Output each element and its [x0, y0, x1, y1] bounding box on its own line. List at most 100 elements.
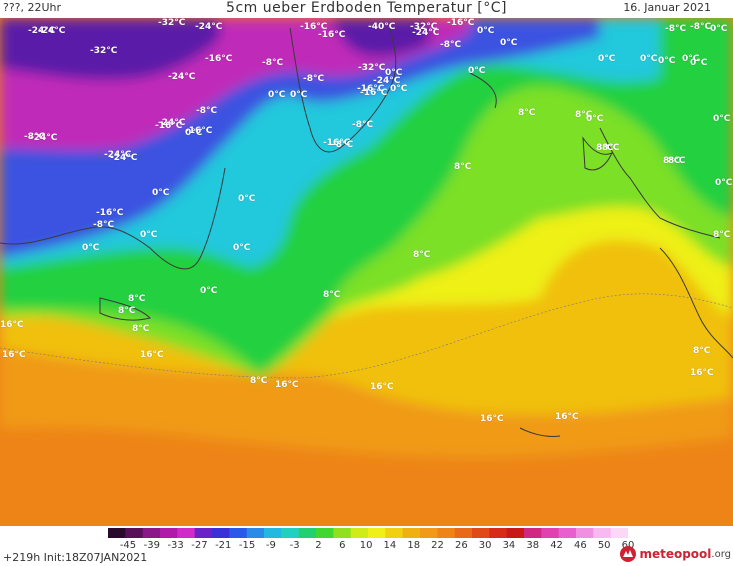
color-scale-swatch: [506, 528, 525, 538]
temperature-label: 8°C: [668, 156, 686, 166]
color-scale-swatch: [368, 528, 386, 538]
temperature-label: -24°C: [168, 72, 196, 82]
temperature-label: -16°C: [205, 54, 233, 64]
color-scale-tick: 46: [574, 540, 587, 551]
color-scale-tick: 50: [597, 540, 611, 551]
iberia-coast: [659, 247, 733, 359]
temperature-label: 0°C: [598, 54, 616, 64]
temperature-label: -8°C: [665, 24, 687, 34]
color-scale-swatch: [316, 528, 334, 538]
color-scale-swatch: [610, 528, 628, 538]
zone-deep-purple-greenland: [330, 18, 430, 57]
color-scale-tick: 18: [407, 540, 421, 551]
color-scale-swatch: [142, 528, 161, 538]
temperature-label: 0°C: [468, 66, 486, 76]
temperature-label: 16°C: [140, 350, 164, 360]
color-scale-tick: 26: [454, 540, 468, 551]
color-scale-swatch: [264, 528, 282, 538]
color-scale-tick: -9: [265, 540, 276, 551]
color-scale-tick: 30: [478, 540, 492, 551]
temperature-label: -24°C: [195, 22, 223, 32]
color-scale-tick: 2: [315, 540, 322, 551]
temperature-label: 16°C: [370, 382, 394, 392]
temperature-label: 0°C: [385, 68, 403, 78]
color-scale-swatch: [298, 528, 317, 538]
map-title: 5cm ueber Erdboden Temperatur [°C]: [226, 0, 507, 16]
temperature-label: 0°C: [477, 26, 495, 36]
temperature-label: -16°C: [155, 121, 183, 131]
greenland-coast: [289, 27, 397, 153]
color-scale-tick: 34: [502, 540, 516, 551]
temperature-label: -24°C: [373, 76, 401, 86]
color-scale-swatch: [420, 528, 438, 538]
color-scale-swatch: [108, 528, 126, 538]
color-scale-swatch: [350, 528, 369, 538]
color-scale-tick: 38: [526, 540, 540, 551]
temperature-label: -8°C: [24, 132, 46, 142]
temperature-label: 8°C: [663, 156, 681, 166]
temperature-label: -16°C: [447, 18, 475, 28]
color-scale-tick: -33: [167, 540, 184, 551]
newfoundland-coast: [99, 297, 151, 321]
temperature-label: 0°C: [185, 128, 203, 138]
temperature-label: 8°C: [132, 324, 150, 334]
color-scale-swatch: [229, 528, 248, 538]
temperature-label: 0°C: [658, 56, 676, 66]
temperature-label: 0°C: [390, 84, 408, 94]
temperature-label: 8°C: [118, 306, 136, 316]
color-scale-tick: 42: [550, 540, 563, 551]
temperature-field: [0, 18, 733, 526]
temperature-label: -8°C: [690, 22, 712, 32]
color-scale-swatch: [194, 528, 213, 538]
color-scale-tick: -45: [119, 540, 137, 551]
temperature-label: 0°C: [140, 230, 158, 240]
temperature-label: 16°C: [690, 368, 714, 378]
run-info: +219h Init:18Z07JAN2021: [3, 551, 148, 564]
color-scale-bar: [108, 528, 628, 538]
temperature-label: -8°C: [196, 106, 218, 116]
temperature-label: 8°C: [413, 250, 431, 260]
temperature-label: -16°C: [185, 126, 213, 136]
temperature-label: -32°C: [358, 63, 386, 73]
temperature-label: 0°C: [690, 58, 708, 68]
color-scale-tick: -27: [191, 540, 208, 551]
brand-name: meteopool: [639, 547, 712, 561]
azores-coast: [519, 427, 561, 437]
temperature-label: -24°C: [158, 118, 186, 128]
temperature-label: 0°C: [238, 194, 256, 204]
temperature-label: 0°C: [233, 243, 251, 253]
temperature-label: 8°C: [602, 143, 620, 153]
temperature-label: 0°C: [268, 90, 286, 100]
color-scale-tick: 14: [383, 540, 397, 551]
temperature-label: 0°C: [640, 54, 658, 64]
color-scale-swatch: [437, 528, 456, 538]
british-isles-coast: [582, 136, 613, 171]
temperature-label: -8°C: [303, 74, 325, 84]
brand-logo[interactable]: meteopool .org: [619, 544, 731, 564]
temperature-label: 8°C: [454, 162, 472, 172]
color-scale-swatch: [576, 528, 594, 538]
color-scale-swatch: [558, 528, 577, 538]
temperature-label: -16°C: [357, 84, 385, 94]
color-scale-swatch: [385, 528, 404, 538]
temperature-label: 8°C: [323, 290, 341, 300]
color-scale-tick: -15: [238, 540, 256, 551]
color-scale-swatch: [524, 528, 542, 538]
temperature-label: 16°C: [480, 414, 504, 424]
color-scale-tick: -39: [143, 540, 160, 551]
temperature-label: -8°C: [440, 40, 462, 50]
temperature-label: 0°C: [152, 188, 170, 198]
temperature-label: 0°C: [682, 54, 700, 64]
color-scale-swatch: [160, 528, 178, 538]
temperature-label: 0°C: [290, 90, 308, 100]
color-scale-swatch: [489, 528, 508, 538]
temperature-label: 16°C: [555, 412, 579, 422]
forecast-date: 16. Januar 2021: [623, 1, 711, 14]
color-scale-swatch: [125, 528, 144, 538]
color-scale-swatch: [333, 528, 352, 538]
temperature-label: -24°C: [38, 26, 66, 36]
temperature-label: 8°C: [596, 143, 614, 153]
temperature-label: 0°C: [710, 24, 728, 34]
europe-coast: [599, 127, 721, 239]
color-scale-labels: -45 -39 -33 -27 -21 -15 -9 -3 2 6 10 14 18 22 26 30 34 38…: [108, 540, 635, 552]
